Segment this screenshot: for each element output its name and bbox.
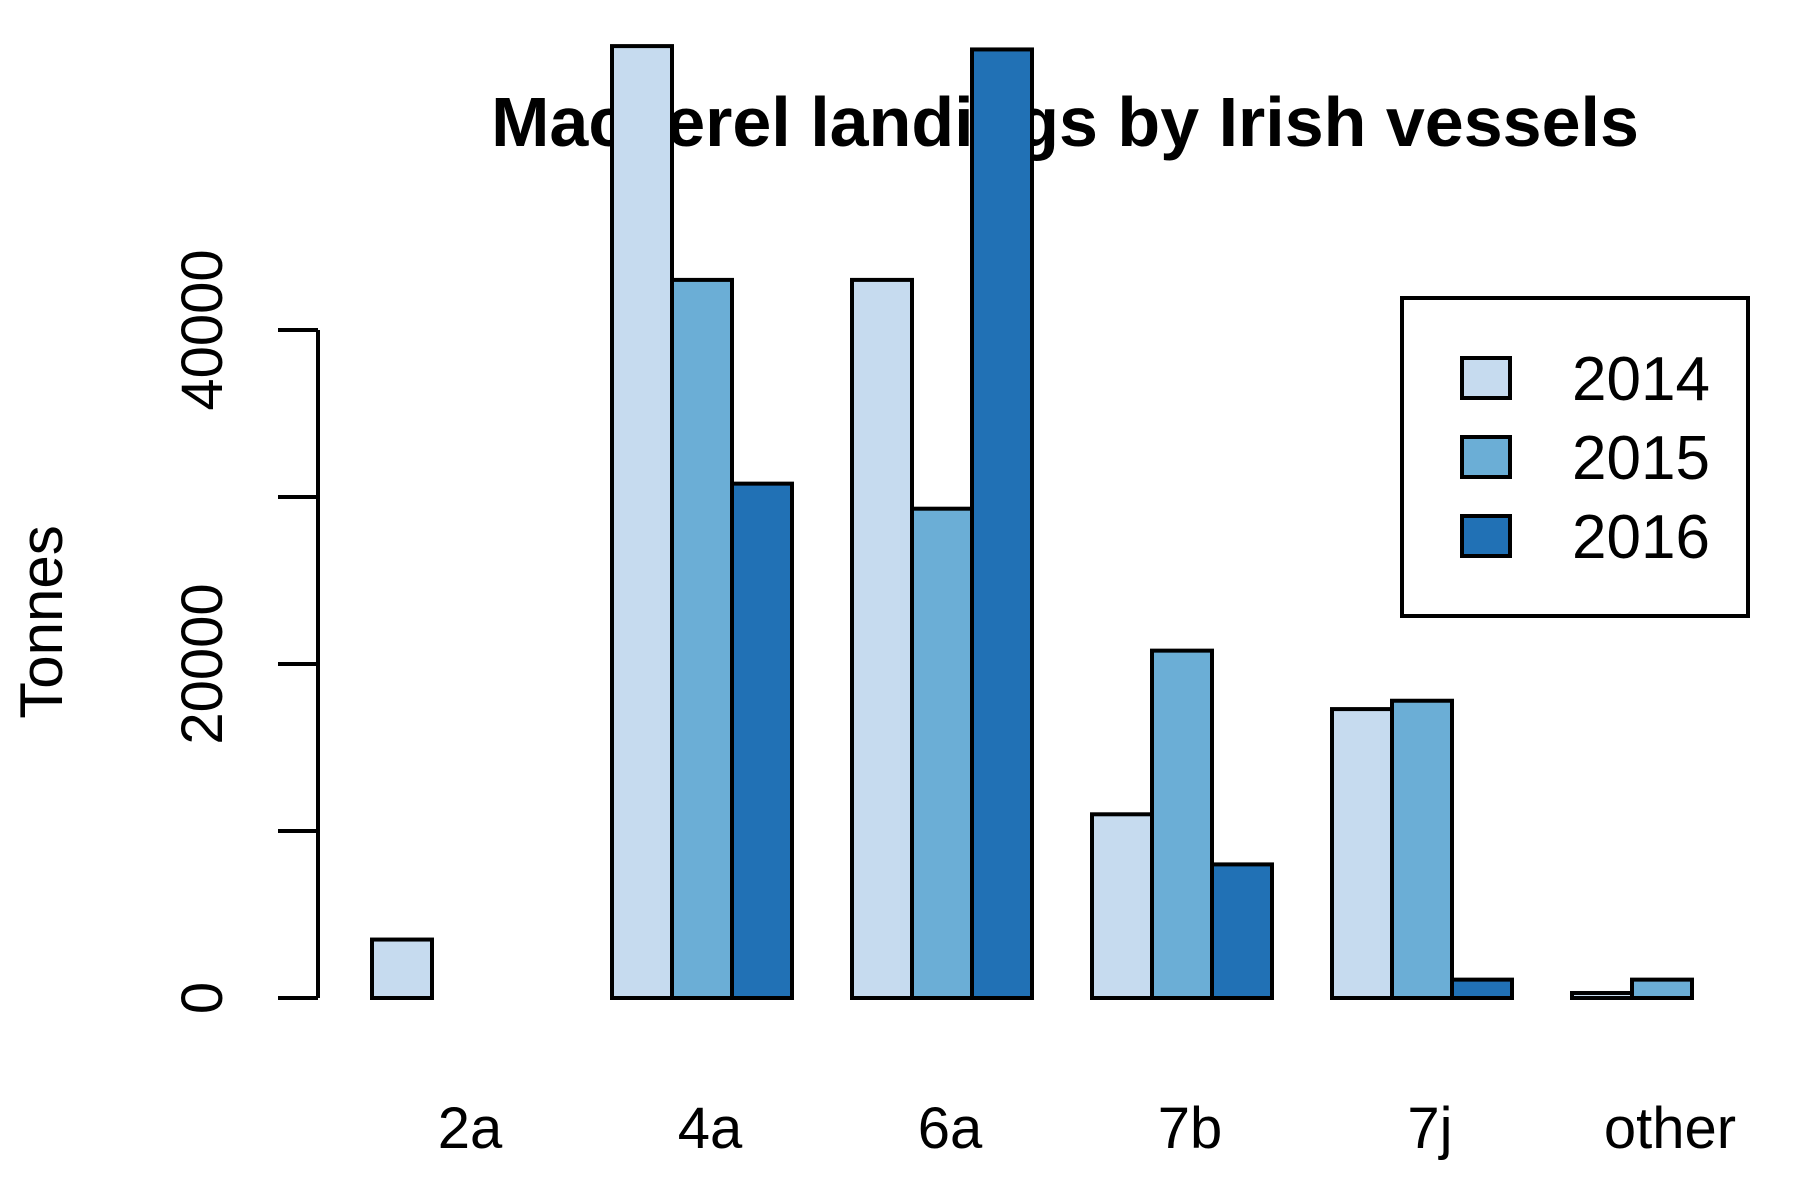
x-tick-label-7j: 7j [1407, 1096, 1452, 1161]
legend-swatch-2016 [1460, 514, 1512, 558]
bar-other-2015 [1630, 977, 1694, 1001]
bar-7b-2014 [1090, 812, 1154, 1000]
legend-label-2014: 2014 [1572, 345, 1710, 414]
bar-4a-2016 [730, 481, 794, 1000]
y-axis-label: Tonnes [8, 525, 75, 718]
bar-7j-2014 [1330, 707, 1394, 1001]
y-tick-label: 20000 [170, 583, 235, 744]
chart-title: Mackerel landings by Irish vessels [491, 83, 1639, 161]
bar-4a-2015 [670, 277, 734, 1000]
y-tick-label: 40000 [170, 249, 235, 410]
bar-7j-2015 [1390, 698, 1454, 1000]
legend: 2014 2015 2016 [1400, 296, 1750, 618]
bar-6a-2016 [970, 47, 1034, 1000]
legend-label-2016: 2016 [1572, 503, 1710, 572]
bar-6a-2014 [850, 277, 914, 1000]
x-tick-label-7b: 7b [1158, 1096, 1223, 1161]
y-axis: 0 20000 40000 [170, 249, 320, 1014]
bar-7b-2015 [1150, 648, 1214, 1000]
bars [370, 44, 1694, 1001]
x-tick-label-2a: 2a [438, 1096, 503, 1161]
bar-7j-2016 [1450, 977, 1514, 1001]
bar-7b-2016 [1210, 862, 1274, 1001]
bar-4a-2014 [610, 44, 674, 1001]
bar-6a-2015 [910, 506, 974, 1000]
bar-other-2014 [1570, 990, 1634, 1000]
bar-2a-2014 [370, 937, 434, 1000]
x-tick-label-6a: 6a [918, 1096, 983, 1161]
legend-swatch-2014 [1460, 356, 1512, 400]
legend-swatch-2015 [1460, 435, 1512, 479]
x-tick-label-other: other [1604, 1096, 1736, 1161]
legend-label-2015: 2015 [1572, 424, 1710, 493]
x-axis: 2a 4a 6a 7b 7j other [438, 1096, 1736, 1161]
x-tick-label-4a: 4a [678, 1096, 743, 1161]
y-tick-label: 0 [170, 982, 235, 1014]
legend-box [1400, 296, 1750, 618]
